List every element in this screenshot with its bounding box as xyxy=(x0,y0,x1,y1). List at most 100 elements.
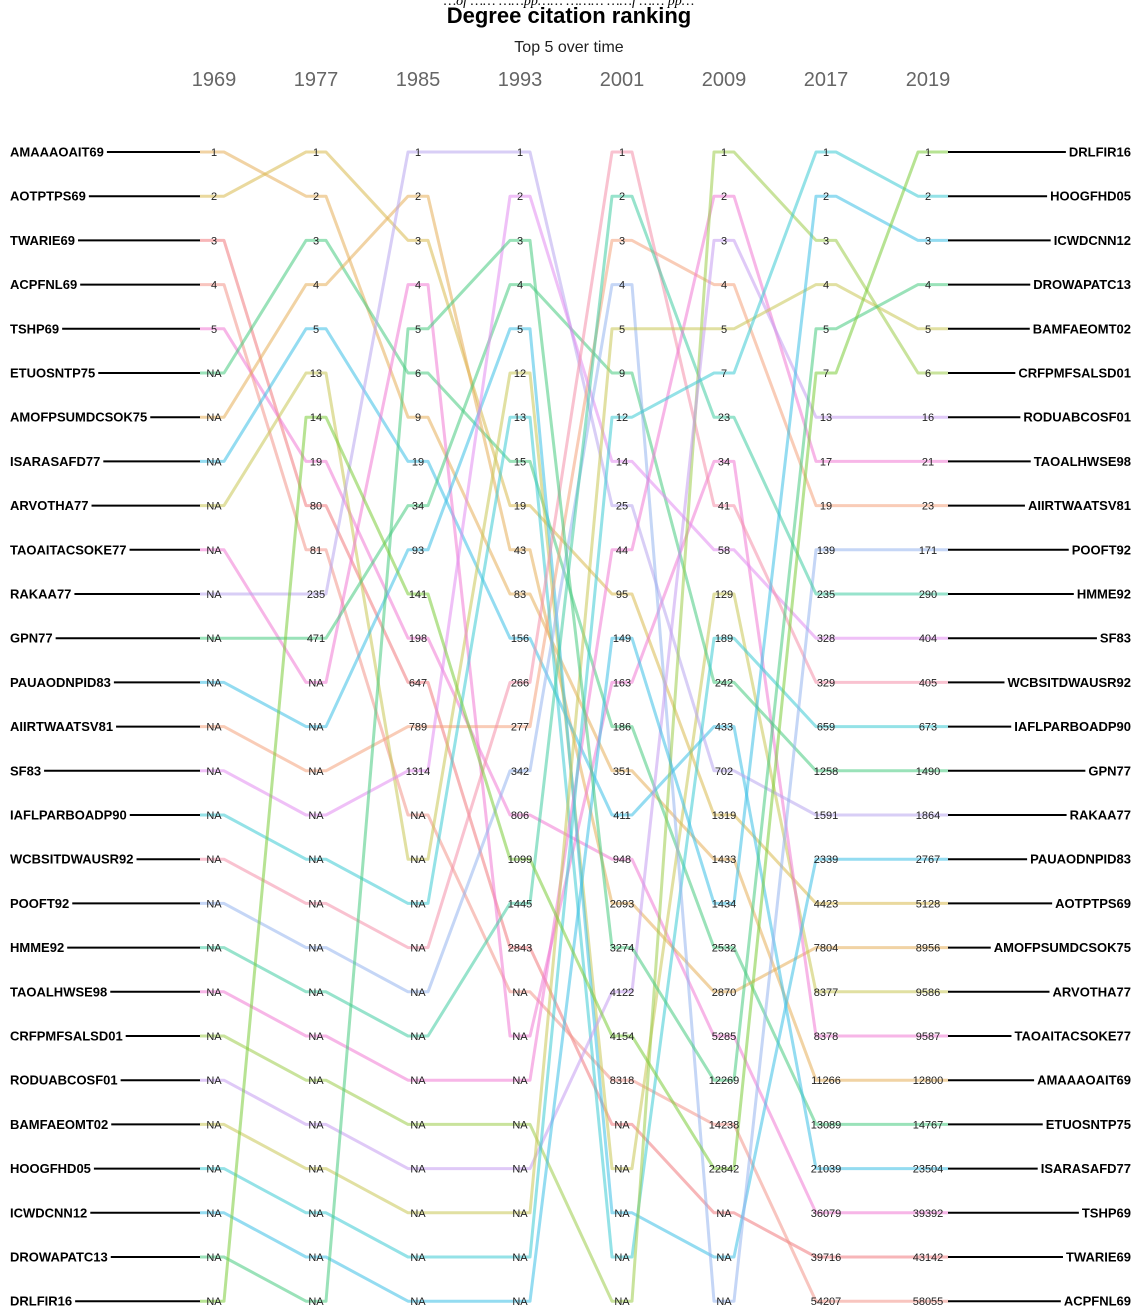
left-series-label: TSHP69 xyxy=(10,321,59,336)
rank-cell: 277 xyxy=(511,722,529,734)
rank-cell: NA xyxy=(308,898,324,910)
rank-cell: 7804 xyxy=(814,943,838,955)
rank-cell: NA xyxy=(308,987,324,999)
rank-cell: 411 xyxy=(613,810,631,822)
rank-cell: NA xyxy=(206,722,222,734)
left-series-label: RODUABCOSF01 xyxy=(10,1073,118,1088)
right-series-label: ACPFNL69 xyxy=(1064,1294,1131,1309)
rank-cell: 647 xyxy=(409,677,427,689)
rank-cell: 23 xyxy=(922,501,934,513)
right-series-label: SF83 xyxy=(1100,631,1131,646)
rank-cell: NA xyxy=(308,854,324,866)
rank-cell: NA xyxy=(308,1164,324,1176)
rank-cell: 141 xyxy=(409,589,427,601)
rank-cell: NA xyxy=(206,1075,222,1087)
left-series-label: IAFLPARBOADP90 xyxy=(10,808,127,823)
right-series-label: CRFPMFSALSD01 xyxy=(1018,366,1131,381)
rank-cell: NA xyxy=(308,677,324,689)
rank-cell: NA xyxy=(206,501,222,513)
rank-cell: 2 xyxy=(721,191,727,203)
rank-cell: 95 xyxy=(616,589,628,601)
rank-cell: 13 xyxy=(820,412,832,424)
rank-cell: NA xyxy=(716,1252,732,1264)
rank-cell: 2843 xyxy=(508,943,532,955)
series-connector xyxy=(200,194,948,1303)
rank-cell: 14 xyxy=(310,412,322,424)
rank-cells: 12345NANANANANANANANANANANANANANANANANAN… xyxy=(206,147,943,1308)
rank-cell: NA xyxy=(206,943,222,955)
rank-cell: NA xyxy=(410,1119,426,1131)
rank-cell: 13089 xyxy=(811,1119,842,1131)
series-connector xyxy=(200,150,948,1303)
rank-cell: 149 xyxy=(613,633,631,645)
rank-cell: 342 xyxy=(511,766,529,778)
right-series-label: HOOGFHD05 xyxy=(1050,189,1131,204)
rank-cell: 2 xyxy=(619,191,625,203)
right-series-label: ETUOSNTP75 xyxy=(1046,1117,1131,1132)
rank-cell: 806 xyxy=(511,810,529,822)
rank-cell: NA xyxy=(206,1031,222,1043)
series-connector xyxy=(200,283,948,1215)
rank-cell: NA xyxy=(716,1296,732,1308)
rank-cell: NA xyxy=(206,677,222,689)
right-series-label: TAOAITACSOKE77 xyxy=(1014,1029,1131,1044)
right-series-label: HMME92 xyxy=(1077,587,1131,602)
year-label: 1985 xyxy=(396,69,441,91)
rank-cell: 3 xyxy=(415,235,421,247)
rank-cell: 5285 xyxy=(712,1031,736,1043)
series-connector xyxy=(200,150,948,1259)
left-series-label: TWARIE69 xyxy=(10,233,75,248)
left-series-label: AIIRTWAATSV81 xyxy=(10,719,113,734)
rank-cell: 1 xyxy=(721,147,727,159)
rank-cell: 21 xyxy=(922,456,934,468)
rank-cell: 14 xyxy=(616,456,628,468)
rank-cell: 41 xyxy=(718,501,730,513)
rank-cell: NA xyxy=(308,1031,324,1043)
rank-cell: 1 xyxy=(211,147,217,159)
right-series-label: AMOFPSUMDCSOK75 xyxy=(994,940,1131,955)
right-series-label: IAFLPARBOADP90 xyxy=(1014,719,1131,734)
rank-cell: 8378 xyxy=(814,1031,838,1043)
left-series-label: ISARASAFD77 xyxy=(10,454,100,469)
rank-cell: 1591 xyxy=(814,810,838,822)
rank-cell: 2339 xyxy=(814,854,838,866)
rank-cell: 5128 xyxy=(916,898,940,910)
year-label: 1977 xyxy=(294,69,339,91)
series-connector xyxy=(200,238,948,1171)
right-series-label: ISARASAFD77 xyxy=(1041,1161,1131,1176)
left-series-label: GPN77 xyxy=(10,631,53,646)
rank-cell: 1 xyxy=(925,147,931,159)
right-series-label: PAUAODNPID83 xyxy=(1030,852,1131,867)
series-connector xyxy=(200,150,948,817)
rank-cell: 235 xyxy=(307,589,325,601)
rank-cell: 2870 xyxy=(712,987,736,999)
rank-cell: NA xyxy=(308,810,324,822)
left-series-label: AOTPTPS69 xyxy=(10,189,86,204)
rank-cell: 19 xyxy=(820,501,832,513)
rank-cell: 19 xyxy=(310,456,322,468)
rank-cell: 19 xyxy=(412,456,424,468)
rank-cell: 12800 xyxy=(913,1075,944,1087)
rank-cell: NA xyxy=(206,456,222,468)
rank-cell: 2093 xyxy=(610,898,634,910)
rank-cell: 2767 xyxy=(916,854,940,866)
right-series-label: AOTPTPS69 xyxy=(1055,896,1131,911)
rank-cell: NA xyxy=(410,1208,426,1220)
rank-cell: NA xyxy=(512,1252,528,1264)
rank-cell: 948 xyxy=(613,854,631,866)
rank-cell: 4154 xyxy=(610,1031,634,1043)
rank-cell: 2 xyxy=(415,191,421,203)
rank-cell: 43 xyxy=(514,545,526,557)
rank-cell: 39716 xyxy=(811,1252,842,1264)
rank-cell: 34 xyxy=(718,456,730,468)
rank-cell: 12269 xyxy=(709,1075,740,1087)
rank-cell: NA xyxy=(410,854,426,866)
right-series-label: ARVOTHA77 xyxy=(1052,984,1131,999)
rank-cell: 17 xyxy=(820,456,832,468)
rank-cell: NA xyxy=(206,810,222,822)
rank-cell: 163 xyxy=(613,677,631,689)
rank-cell: 14238 xyxy=(709,1119,740,1131)
rank-cell: 242 xyxy=(715,677,733,689)
rank-cell: NA xyxy=(410,1164,426,1176)
rank-cell: NA xyxy=(206,412,222,424)
